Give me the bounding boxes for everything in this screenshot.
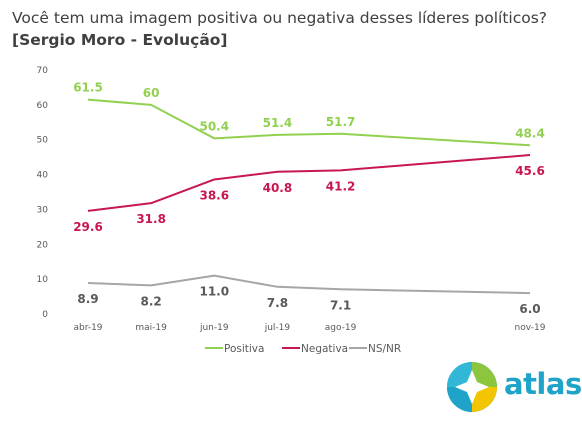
atlas-logo-icon	[447, 362, 497, 412]
data-label: 61.5	[73, 81, 103, 95]
atlas-logo-text: atlas	[504, 367, 582, 401]
series-line-nsnr	[87, 274, 531, 295]
y-tick-label: 50	[37, 136, 49, 146]
x-tick-label: abr-19	[73, 323, 102, 333]
y-tick-label: 40	[37, 171, 49, 181]
data-label: 51.4	[263, 116, 293, 130]
y-tick-label: 30	[37, 205, 49, 215]
data-label: 38.6	[199, 188, 229, 202]
legend-label: NS/NR	[368, 343, 401, 355]
data-label: 7.8	[267, 296, 288, 310]
legend-label: Positiva	[224, 343, 264, 355]
y-tick-label: 60	[37, 101, 49, 111]
x-tick-label: nov-19	[515, 323, 546, 333]
data-label: 31.8	[136, 212, 166, 226]
series-line-negativa	[87, 154, 531, 212]
data-label: 6.0	[519, 302, 540, 316]
y-tick-label: 10	[37, 275, 49, 285]
data-label: 48.4	[515, 126, 545, 140]
atlas-logo: atlas	[446, 361, 582, 413]
x-tick-label: ago-19	[325, 323, 357, 333]
data-label: 7.1	[330, 298, 351, 312]
chart-title: Você tem uma imagem positiva ou negativa…	[12, 9, 548, 27]
data-label: 11.0	[199, 285, 229, 299]
series-line-positiva	[87, 98, 531, 147]
y-tick-label: 0	[42, 310, 48, 320]
y-tick-label: 70	[37, 66, 49, 76]
data-label: 60	[143, 86, 160, 100]
data-label: 29.6	[73, 220, 103, 234]
chart-subtitle: [Sergio Moro - Evolução]	[12, 31, 228, 49]
legend-label: Negativa	[301, 343, 348, 355]
x-tick-label: jun-19	[199, 323, 229, 333]
x-tick-label: mai-19	[135, 323, 167, 333]
data-label: 41.2	[326, 179, 356, 193]
data-label: 45.6	[515, 164, 545, 178]
y-tick-label: 20	[37, 240, 49, 250]
data-label: 50.4	[199, 119, 229, 133]
x-tick-label: jul-19	[264, 323, 291, 333]
data-label: 40.8	[263, 181, 293, 195]
data-label: 8.2	[141, 294, 162, 308]
data-label: 51.7	[326, 115, 356, 129]
data-label: 8.9	[77, 292, 98, 306]
